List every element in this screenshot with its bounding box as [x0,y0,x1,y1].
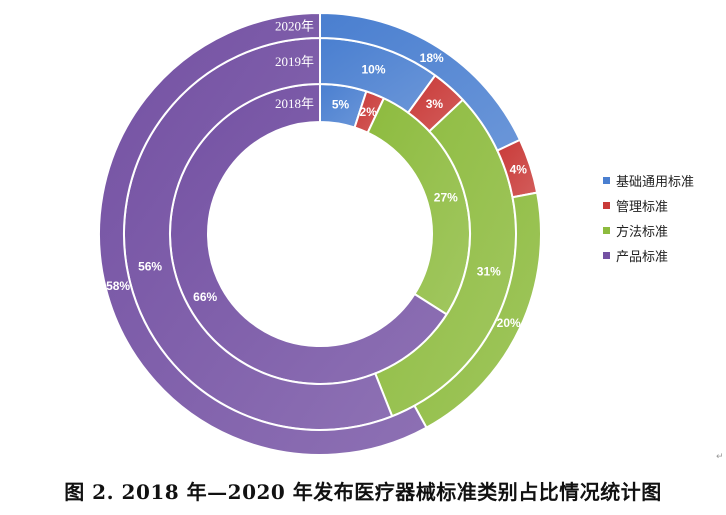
legend-label-product: 产品标准 [616,250,669,265]
segment-2020-product [98,11,428,456]
label-2019-method: 31% [477,265,501,279]
legend-swatch-product [603,252,610,259]
ring-label-2020: 2020年 [275,19,314,34]
label-2020-product: 58% [106,279,130,293]
label-2018-product: 66% [193,290,217,304]
doughnut-chart-svg: 5% 2% 27% 66% 2018年 10% 3% 31% 56% 2019年 18% 4% 20% 5… [98,11,542,456]
legend-item-product: 产品标准 [603,243,694,268]
label-2019-management: 3% [426,97,444,111]
label-2020-management: 4% [510,163,528,177]
label-2018-basic: 5% [332,98,350,112]
legend-swatch-method [603,227,610,234]
legend-swatch-management [603,202,610,209]
doughnut-chart: 5% 2% 27% 66% 2018年 10% 3% 31% 56% 2019年 18% 4% 20% 5… [98,11,542,456]
legend-label-basic: 基础通用标准 [616,175,695,190]
label-2020-basic: 18% [420,51,444,65]
legend-item-basic: 基础通用标准 [603,168,694,193]
legend-item-method: 方法标准 [603,218,694,243]
ring-label-2018: 2018年 [275,96,314,111]
label-2020-method: 20% [497,316,521,330]
legend-label-method: 方法标准 [616,225,669,240]
label-2019-product: 56% [138,259,162,273]
paragraph-return-mark: ↵ [716,452,724,462]
legend-label-management: 管理标准 [616,200,669,215]
label-2018-method: 27% [434,191,458,205]
label-2019-basic: 10% [361,63,385,77]
ring-label-2019: 2019年 [275,54,314,69]
label-2018-management: 2% [360,105,378,119]
legend-item-management: 管理标准 [603,193,694,218]
chart-legend: 基础通用标准 管理标准 方法标准 产品标准 [603,168,694,268]
figure-caption: 图 2. 2018 年—2020 年发布医疗器械标准类别占比情况统计图 [64,480,662,504]
legend-swatch-basic [603,177,610,184]
